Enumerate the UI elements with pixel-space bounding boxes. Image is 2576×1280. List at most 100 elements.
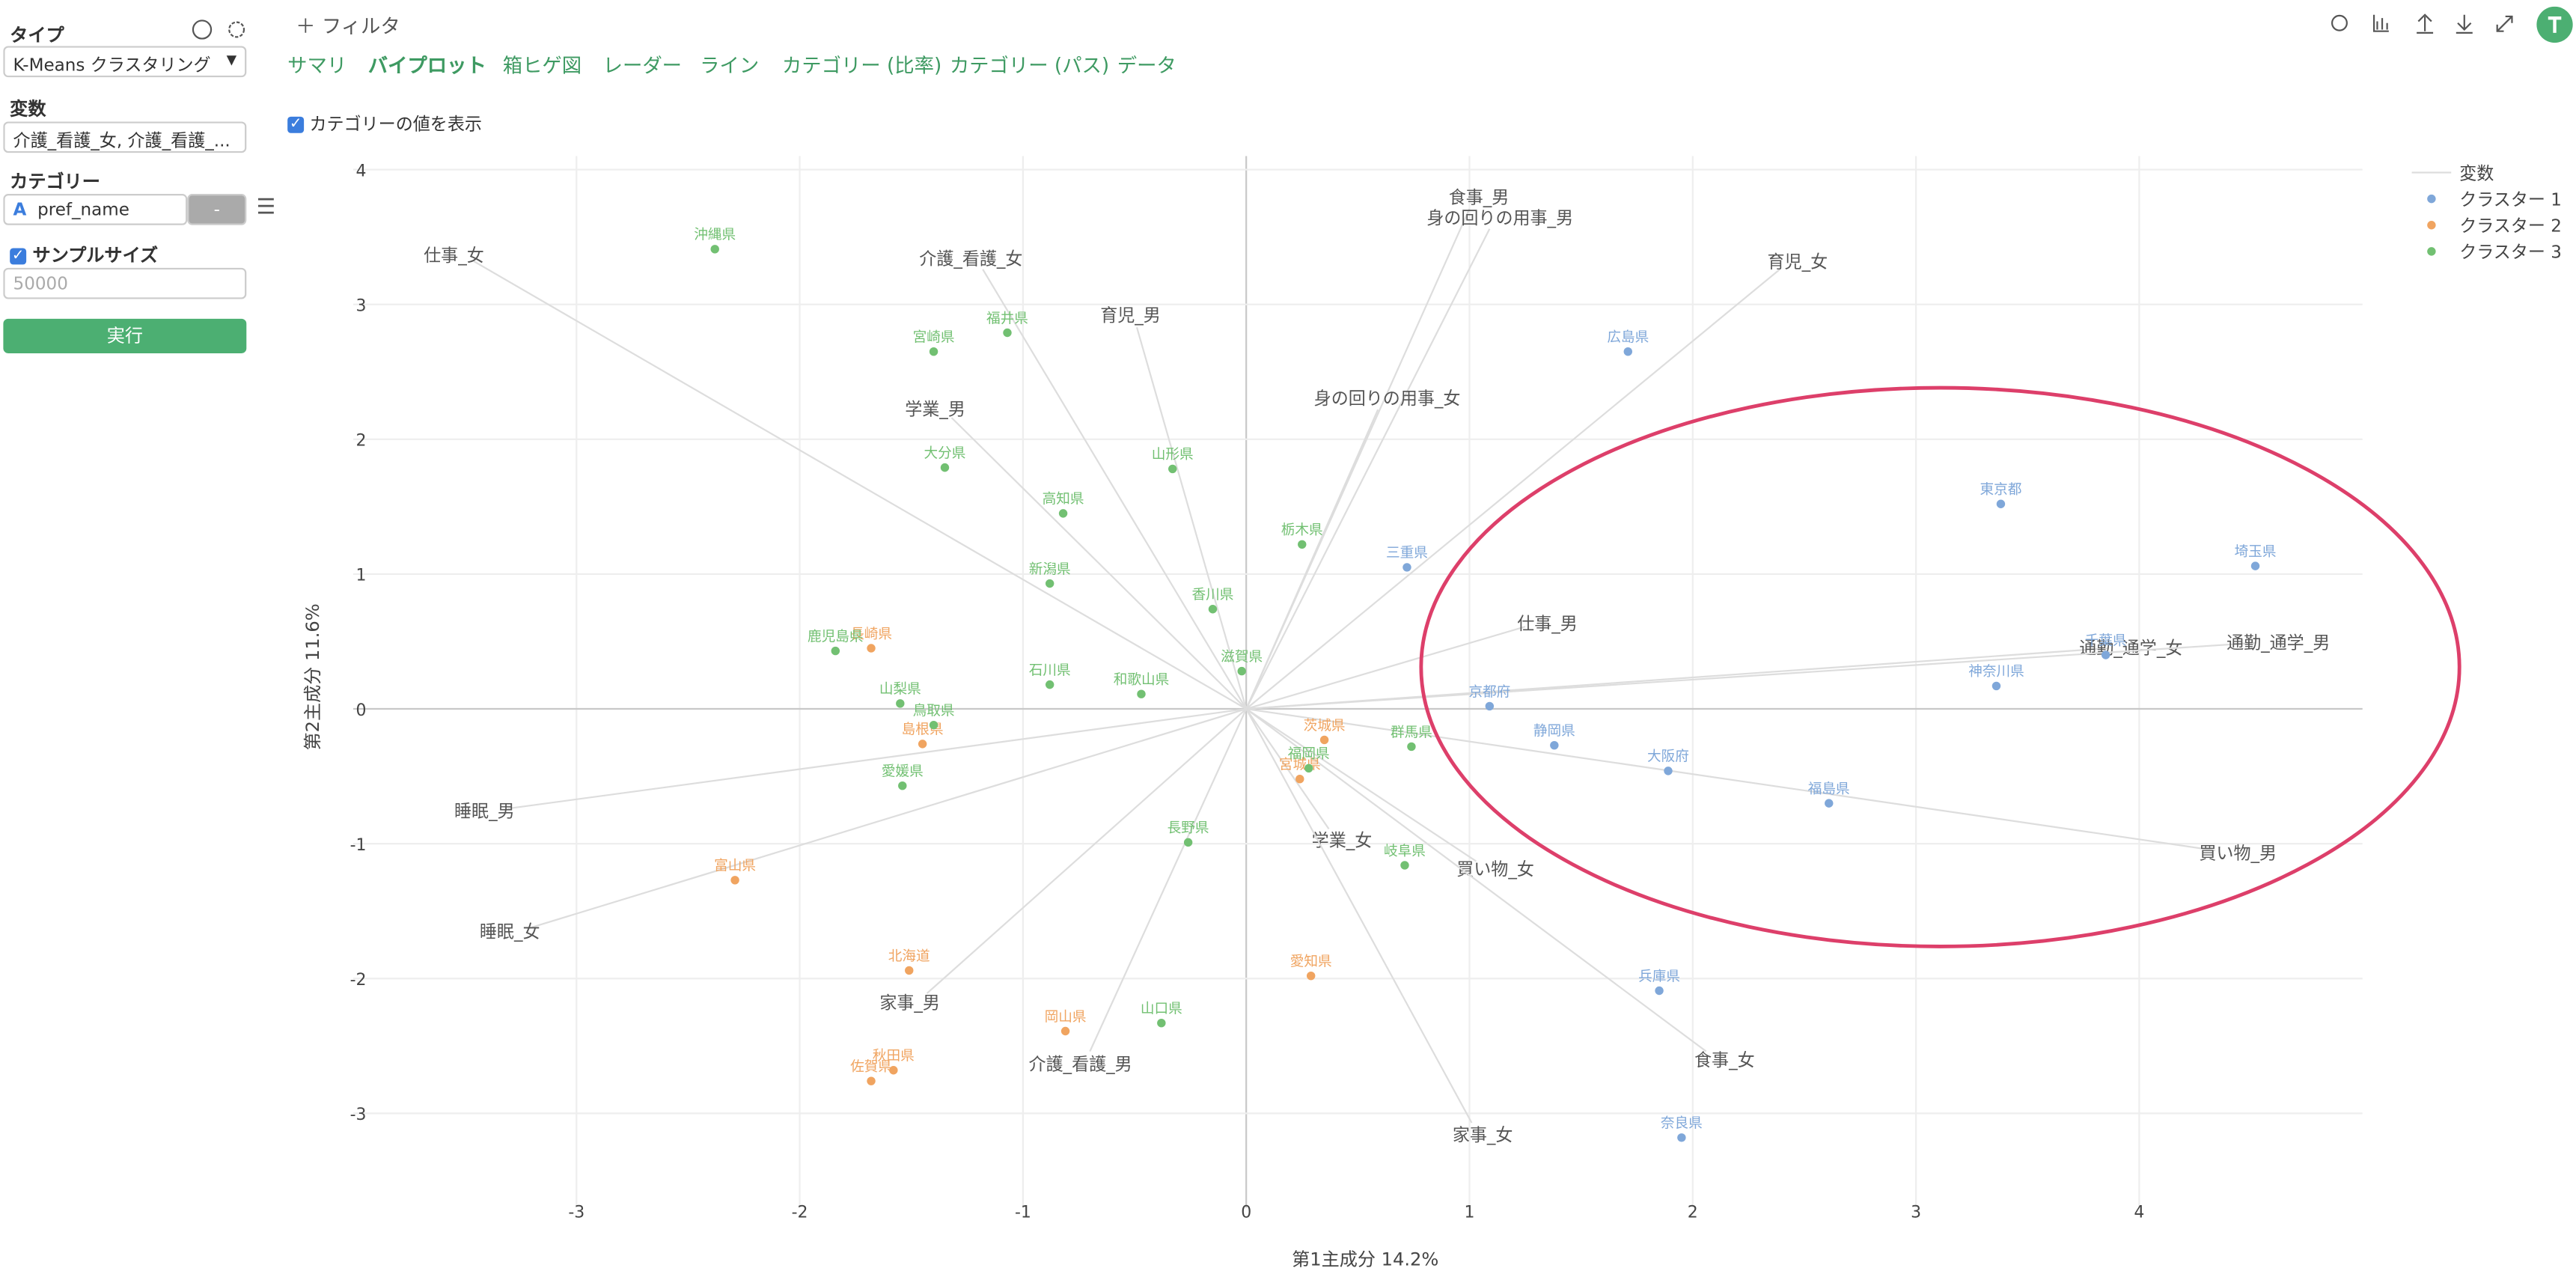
- menu-icon[interactable]: ☰: [256, 195, 276, 221]
- filter-button[interactable]: ＋ フィルタ: [296, 14, 400, 38]
- loading-arrow: [950, 417, 1247, 710]
- data-point: [1304, 764, 1313, 772]
- loading-arrow: [531, 707, 1247, 928]
- tab[interactable]: バイプロット: [367, 54, 486, 78]
- loading-arrow: [1245, 626, 1526, 710]
- data-point: [1319, 735, 1329, 745]
- loading-arrow: [507, 707, 1247, 810]
- sample-size[interactable]: ✓ サンプルサイズ: [10, 242, 158, 268]
- data-point: [1825, 799, 1834, 808]
- y-tick-label: -2: [350, 971, 367, 990]
- data-point: [1407, 742, 1416, 752]
- legend-label: クラスター 1: [2459, 190, 2562, 210]
- point-label: 鹿児島県: [808, 629, 864, 644]
- loading-arrow: [1135, 326, 1248, 710]
- point-label: 京都府: [1468, 684, 1510, 700]
- checkbox[interactable]: ✓: [10, 248, 27, 265]
- sample-size-input[interactable]: 50000: [3, 267, 247, 299]
- legend-symbol: [2427, 247, 2436, 256]
- point-label: 三重県: [1386, 546, 1428, 561]
- loading-label: 育児_男: [1100, 306, 1161, 326]
- comment-icon[interactable]: [2331, 14, 2348, 31]
- loading-label: 睡眠_男: [454, 802, 515, 821]
- point-label: 長野県: [1168, 820, 1209, 836]
- sidebar-icons[interactable]: [191, 18, 250, 44]
- expand-icon[interactable]: [2496, 15, 2513, 32]
- type-select[interactable]: K-Means クラスタリング ▼: [3, 46, 247, 78]
- data-point: [1485, 701, 1495, 711]
- tab[interactable]: レーダー: [602, 54, 683, 78]
- x-tick-label: -2: [792, 1204, 808, 1222]
- loading-arrow: [1245, 708, 1707, 1052]
- tab[interactable]: カテゴリー (比率): [781, 54, 942, 78]
- highlight-ellipse: [1419, 385, 2461, 948]
- data-point: [2101, 650, 2110, 659]
- point-label: 山形県: [1152, 447, 1194, 463]
- point-label: 佐賀県: [850, 1059, 892, 1075]
- checkbox[interactable]: ✓: [287, 116, 305, 133]
- point-label: 大分県: [924, 445, 966, 461]
- data-point: [1677, 1133, 1686, 1142]
- tab[interactable]: 箱ヒゲ図: [502, 54, 582, 78]
- point-label: 兵庫県: [1638, 969, 1680, 984]
- tab[interactable]: ライン: [700, 54, 760, 78]
- loading-label: 仕事_男: [1517, 615, 1578, 634]
- data-point: [1400, 861, 1409, 870]
- tab[interactable]: サマリ: [287, 54, 347, 78]
- dropdown-arrow: ▼: [226, 52, 237, 68]
- loading-label: 育児_女: [1768, 252, 1828, 272]
- data-point: [1403, 563, 1411, 572]
- category-label: カテゴリー: [10, 171, 100, 192]
- x-tick-label: 1: [1465, 1204, 1475, 1222]
- data-point: [1137, 689, 1146, 698]
- point-label: 沖縄県: [694, 228, 736, 243]
- loading-label: 通勤_通学_男: [2226, 633, 2330, 653]
- point-label: 福井県: [986, 311, 1028, 326]
- loading-arrow: [473, 260, 1247, 710]
- point-label: 高知県: [1043, 492, 1084, 508]
- x-tick-label: 4: [2134, 1204, 2144, 1222]
- legend-label: クラスター 2: [2459, 217, 2562, 237]
- run-button[interactable]: 実行: [3, 318, 247, 353]
- data-point: [1655, 986, 1664, 996]
- data-point: [867, 1076, 876, 1085]
- category-button[interactable]: -: [187, 194, 247, 225]
- loading-label: 介護_看護_男: [1029, 1055, 1132, 1074]
- upload-icon[interactable]: [2417, 13, 2434, 34]
- point-label: 福岡県: [1288, 746, 1330, 762]
- x-tick-label: -3: [568, 1204, 585, 1222]
- y-tick-label: -3: [350, 1106, 367, 1124]
- settings-icon[interactable]: [228, 21, 245, 38]
- tab[interactable]: データ: [1117, 54, 1176, 78]
- data-point: [1168, 464, 1177, 474]
- point-label: 広島県: [1607, 330, 1649, 346]
- loading-label: 食事_男: [1449, 189, 1510, 208]
- data-point: [1183, 838, 1193, 847]
- legend-symbol: [2427, 194, 2436, 204]
- tab[interactable]: カテゴリー (パス): [949, 54, 1110, 78]
- point-label: 福島県: [1808, 781, 1850, 797]
- variables-label: 変数: [10, 98, 46, 121]
- x-tick-label: -1: [1015, 1204, 1031, 1222]
- point-label: 群馬県: [1391, 725, 1432, 740]
- y-tick-label: 3: [356, 296, 367, 315]
- category-select[interactable]: A pref_name: [3, 194, 188, 225]
- variables-input[interactable]: 介護_看護_女, 介護_看護_...: [3, 121, 247, 153]
- loading-arrow: [1245, 409, 1379, 710]
- point-label: 岡山県: [1045, 1009, 1087, 1025]
- download-icon[interactable]: [2456, 14, 2473, 34]
- data-point: [1058, 509, 1068, 518]
- loading-label: 家事_男: [879, 994, 940, 1014]
- chart-icon[interactable]: [2372, 14, 2389, 32]
- type-label: タイプ: [10, 24, 64, 46]
- data-point: [905, 966, 914, 975]
- type-value: K-Means クラスタリング: [13, 55, 211, 76]
- loading-arrow: [926, 708, 1247, 994]
- data-point: [896, 699, 905, 708]
- legend-symbol: [2427, 221, 2436, 230]
- help-icon[interactable]: [192, 19, 213, 40]
- show-values[interactable]: ✓ カテゴリーの値を表示: [287, 112, 482, 136]
- loading-label: 介護_看護_女: [919, 250, 1022, 269]
- point-label: 栃木県: [1281, 522, 1323, 538]
